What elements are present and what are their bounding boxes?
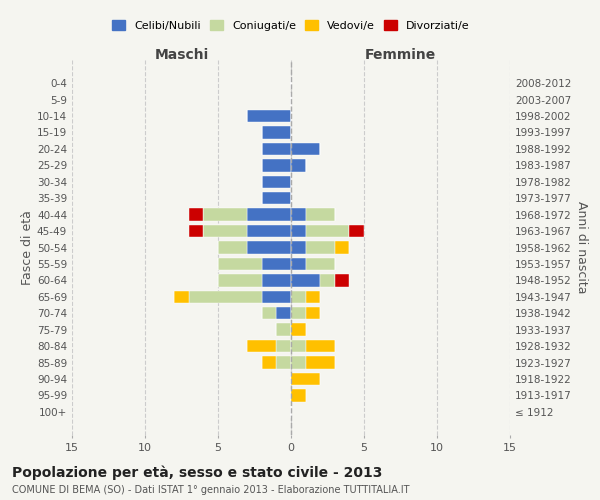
Bar	[291, 373, 320, 385]
Bar	[203, 208, 247, 221]
Bar	[305, 290, 320, 303]
Bar	[320, 274, 335, 286]
Bar	[291, 274, 320, 286]
Bar	[335, 242, 349, 254]
Bar	[218, 242, 247, 254]
Bar	[291, 258, 305, 270]
Text: Popolazione per età, sesso e stato civile - 2013: Popolazione per età, sesso e stato civil…	[12, 465, 382, 479]
Bar	[305, 242, 335, 254]
Bar	[189, 208, 203, 221]
Bar	[291, 290, 305, 303]
Bar	[262, 307, 277, 320]
Bar	[291, 159, 305, 172]
Bar	[262, 192, 291, 204]
Bar	[305, 225, 349, 237]
Text: COMUNE DI BEMA (SO) - Dati ISTAT 1° gennaio 2013 - Elaborazione TUTTITALIA.IT: COMUNE DI BEMA (SO) - Dati ISTAT 1° genn…	[12, 485, 409, 495]
Bar	[291, 242, 305, 254]
Bar	[291, 340, 305, 352]
Text: Maschi: Maschi	[154, 48, 209, 62]
Bar	[262, 126, 291, 138]
Bar	[247, 110, 291, 122]
Bar	[247, 208, 291, 221]
Bar	[277, 340, 291, 352]
Bar	[305, 258, 335, 270]
Bar	[262, 274, 291, 286]
Bar	[291, 225, 305, 237]
Bar	[262, 143, 291, 155]
Bar	[262, 176, 291, 188]
Legend: Celibi/Nubili, Coniugati/e, Vedovi/e, Divorziati/e: Celibi/Nubili, Coniugati/e, Vedovi/e, Di…	[109, 17, 473, 34]
Bar	[305, 307, 320, 320]
Bar	[174, 290, 189, 303]
Bar	[277, 307, 291, 320]
Bar	[335, 274, 349, 286]
Bar	[262, 159, 291, 172]
Bar	[262, 356, 277, 368]
Bar	[291, 208, 305, 221]
Bar	[305, 356, 335, 368]
Text: Femmine: Femmine	[365, 48, 436, 62]
Bar	[291, 389, 305, 402]
Bar	[349, 225, 364, 237]
Bar	[218, 258, 262, 270]
Bar	[277, 356, 291, 368]
Bar	[262, 258, 291, 270]
Bar	[291, 324, 305, 336]
Bar	[305, 340, 335, 352]
Bar	[291, 143, 320, 155]
Bar	[203, 225, 247, 237]
Bar	[291, 307, 305, 320]
Y-axis label: Fasce di età: Fasce di età	[21, 210, 34, 285]
Bar	[218, 274, 262, 286]
Bar	[247, 242, 291, 254]
Bar	[189, 290, 262, 303]
Y-axis label: Anni di nascita: Anni di nascita	[575, 201, 588, 294]
Bar	[277, 324, 291, 336]
Bar	[262, 290, 291, 303]
Bar	[247, 225, 291, 237]
Bar	[247, 340, 277, 352]
Bar	[189, 225, 203, 237]
Bar	[291, 356, 305, 368]
Bar	[305, 208, 335, 221]
